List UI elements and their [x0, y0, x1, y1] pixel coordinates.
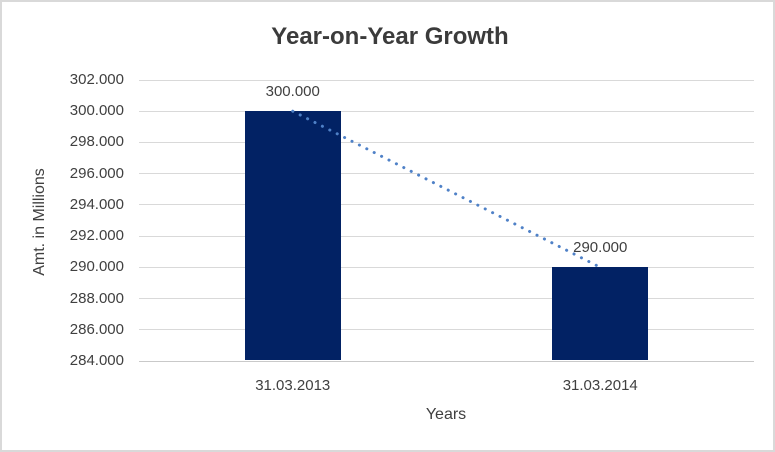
gridline	[139, 141, 754, 143]
gridline	[139, 110, 754, 112]
y-tick-label: 302.000	[69, 71, 124, 88]
gridline	[139, 173, 754, 175]
gridline	[139, 266, 754, 268]
y-tick-label: 288.000	[69, 289, 124, 307]
y-tick-label: 284.000	[69, 352, 124, 369]
gridline	[139, 79, 754, 81]
x-axis-title: Years	[425, 406, 467, 423]
x-tick-label: 31.03.2014	[562, 377, 638, 394]
bar	[244, 111, 341, 360]
y-tick-label: 298.000	[69, 133, 124, 151]
gridline	[139, 329, 754, 331]
gridline	[139, 298, 754, 300]
gridline	[139, 235, 754, 237]
bar-value-label: 300.000	[265, 83, 320, 101]
y-tick-label: 290.000	[69, 258, 124, 276]
bar	[552, 267, 649, 360]
chart-title: Year-on-Year Growth	[271, 23, 509, 50]
y-tick-label: 300.000	[69, 102, 124, 120]
x-axis-line	[139, 360, 754, 362]
y-tick-label: 286.000	[69, 320, 124, 338]
gridline	[139, 204, 754, 206]
x-tick-label: 31.03.2013	[255, 377, 331, 394]
y-tick-label: 294.000	[69, 195, 124, 213]
y-tick-label: 296.000	[69, 164, 124, 182]
bar-value-label: 290.000	[573, 239, 628, 257]
y-tick-label: 292.000	[69, 227, 124, 245]
